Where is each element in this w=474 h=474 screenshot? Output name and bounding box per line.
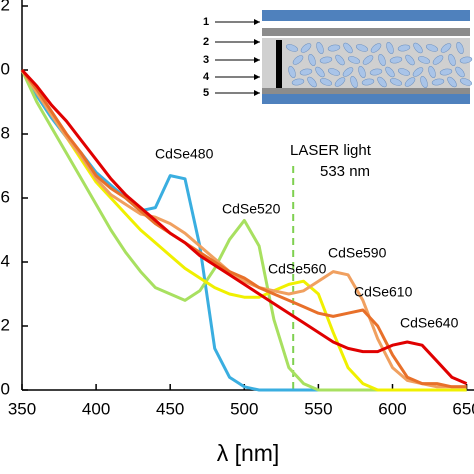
inset-molecule xyxy=(358,66,366,78)
y-tick-label: 0.6 xyxy=(0,187,10,206)
annotation: 533 nm xyxy=(320,163,370,180)
x-tick-label: 450 xyxy=(156,399,184,418)
inset-molecule xyxy=(350,76,358,88)
inset-molecule xyxy=(413,42,423,54)
series-label: CdSe480 xyxy=(155,146,214,162)
inset-molecule xyxy=(448,54,456,66)
inset-molecule xyxy=(418,56,430,64)
inset-molecule xyxy=(369,68,383,76)
inset-molecule xyxy=(343,42,353,54)
x-axis-label: λ [nm] xyxy=(217,440,280,466)
x-tick-label: 500 xyxy=(230,399,258,418)
inset-molecule xyxy=(398,68,410,76)
inset-molecule xyxy=(327,44,341,52)
inset-molecule xyxy=(404,77,416,87)
inset-spacer xyxy=(276,40,282,88)
inset-plate xyxy=(262,10,470,21)
inset-layer xyxy=(262,28,470,36)
inset-molecule xyxy=(377,76,387,88)
inset-plate xyxy=(262,94,470,104)
inset-molecule xyxy=(300,43,312,53)
inset-molecule xyxy=(307,76,317,88)
series-label: CdSe590 xyxy=(328,245,387,261)
inset-molecule xyxy=(440,43,452,53)
inset-molecule xyxy=(291,78,305,86)
x-tick-label: 550 xyxy=(304,399,332,418)
inset-molecule xyxy=(447,76,457,88)
inset-molecule xyxy=(386,42,394,54)
inset-molecule xyxy=(286,44,298,52)
inset-molecule xyxy=(319,56,333,64)
series-line xyxy=(20,69,467,392)
inset-molecule xyxy=(378,54,386,66)
inset-molecule xyxy=(370,43,382,53)
y-tick-label: 1.0 xyxy=(0,59,10,78)
annotation: LASER light xyxy=(290,142,372,159)
y-tick-label: 0.0 xyxy=(0,379,10,398)
inset-molecule xyxy=(390,78,402,86)
series-line xyxy=(20,69,467,392)
x-tick-label: 350 xyxy=(8,399,36,418)
inset-molecule xyxy=(335,54,345,66)
y-tick-label: 0.2 xyxy=(0,315,10,334)
inset-molecule xyxy=(342,67,354,77)
inset-molecule xyxy=(389,56,403,64)
inset-molecule xyxy=(426,44,438,52)
inset-molecule xyxy=(308,54,316,66)
inset-molecule xyxy=(456,42,464,54)
series-label: CdSe520 xyxy=(222,201,281,217)
inset-molecule xyxy=(361,78,375,86)
inset-molecule xyxy=(397,44,411,52)
series-line xyxy=(20,69,467,392)
inset-molecule xyxy=(405,54,415,66)
inset-molecule xyxy=(315,66,325,78)
series-label: CdSe560 xyxy=(268,261,327,277)
series-label: CdSe640 xyxy=(400,315,459,331)
x-tick-label: 650 xyxy=(452,399,474,418)
inset-molecule xyxy=(439,68,453,76)
inset-molecule xyxy=(328,68,340,76)
y-tick-label: 1.2 xyxy=(0,0,10,14)
inset-molecule xyxy=(431,78,445,86)
inset-molecule xyxy=(385,66,395,78)
inset-label: 2 xyxy=(203,36,209,48)
x-tick-label: 600 xyxy=(378,399,406,418)
inset-molecule xyxy=(428,66,436,78)
inset-layer xyxy=(262,88,470,94)
series-line xyxy=(20,68,468,385)
inset-label: 4 xyxy=(203,71,210,83)
inset-molecule xyxy=(412,67,424,77)
inset-molecule xyxy=(362,55,374,65)
inset-label: 5 xyxy=(203,87,209,99)
inset-molecule xyxy=(432,55,444,65)
inset-molecule xyxy=(316,42,324,54)
y-tick-label: 0.4 xyxy=(0,251,10,270)
inset xyxy=(262,10,473,104)
inset-arrowhead xyxy=(254,39,260,45)
inset-molecule xyxy=(455,66,465,78)
inset-molecule xyxy=(348,56,360,64)
inset-molecule xyxy=(460,78,472,86)
inset-molecule xyxy=(334,77,346,87)
inset-label: 1 xyxy=(203,16,209,28)
inset-molecule xyxy=(320,78,332,86)
inset-arrowhead xyxy=(254,57,260,63)
series-line xyxy=(20,69,467,389)
x-tick-label: 400 xyxy=(82,399,110,418)
inset-arrowhead xyxy=(254,19,260,25)
inset-arrowhead xyxy=(254,90,260,96)
inset-molecule xyxy=(288,66,296,78)
inset-molecule xyxy=(420,76,428,88)
inset-arrowhead xyxy=(254,74,260,80)
inset-label: 3 xyxy=(203,54,209,66)
y-tick-label: 0.8 xyxy=(0,123,10,142)
series-line xyxy=(20,69,467,389)
series-label: CdSe610 xyxy=(354,284,413,300)
inset-molecule xyxy=(299,68,313,76)
inset-molecule xyxy=(459,56,473,64)
inset-molecule xyxy=(356,44,368,52)
inset-molecule xyxy=(292,55,304,65)
